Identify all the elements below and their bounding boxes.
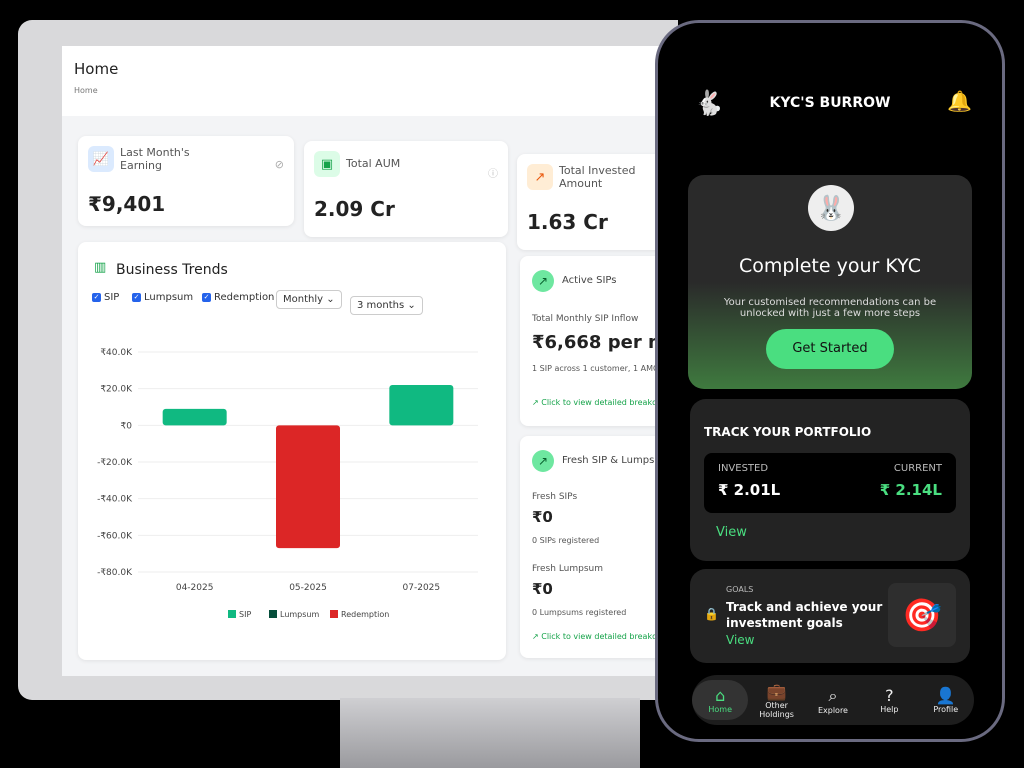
help-icon: ? (885, 686, 894, 705)
rabbit-avatar: 🐰 (808, 185, 854, 231)
goals-card: 🔒 GOALS Track and achieve your investmen… (690, 569, 970, 663)
invested-label: INVESTED (718, 463, 769, 474)
label: Fresh Lumpsum (532, 564, 604, 574)
wallet-icon: ▣ (314, 151, 340, 177)
rabbit-logo-icon: 🐇 (694, 89, 724, 117)
range-select[interactable]: 3 months ⌄ (350, 296, 423, 315)
home-icon: ⌂ (715, 686, 726, 705)
current-label: CURRENT (893, 463, 942, 474)
portfolio-card: TRACK YOUR PORTFOLIO INVESTED ₹ 2.01L CU… (690, 399, 970, 561)
legend-label: Redemption (341, 610, 389, 619)
stat-label: Last Month's Earning (120, 146, 190, 172)
stat-value: 1.63 Cr (527, 210, 608, 234)
bell-icon[interactable]: 🔔 (947, 89, 972, 113)
invested-value: ₹ 2.01L (718, 481, 781, 499)
detail: 0 Lumpsums registered (532, 608, 627, 617)
subtitle: Total Monthly SIP Inflow (532, 314, 639, 324)
page-title: Home (74, 60, 119, 78)
card-title: Fresh SIP & Lumpsum (562, 455, 671, 466)
monitor-stand (340, 698, 640, 768)
bar-sip (162, 408, 227, 426)
arrow-up-right-icon: ↗ (532, 450, 554, 472)
legend-label: SIP (239, 610, 251, 619)
nav-explore[interactable]: ⌕ Explore (805, 686, 861, 715)
stat-card-aum: ▣ Total AUM ⓘ 2.09 Cr (304, 141, 508, 237)
bottom-nav: ⌂ Home 💼 Other Holdings ⌕ Explore ? Help 👤 Pr… (692, 675, 974, 725)
fresh-sip-card: ↗ Fresh SIP & Lumpsum Fresh SIPs ₹0 0 SI… (520, 436, 678, 658)
stat-value: ₹9,401 (88, 192, 166, 216)
stat-label: Total AUM (346, 157, 401, 170)
search-icon: ⌕ (828, 685, 838, 705)
card-title: Active SIPs (562, 275, 617, 286)
chart-icon: ▥ (94, 260, 107, 275)
y-tick-label: -₹80.0K (97, 568, 133, 578)
goals-tag: GOALS (726, 585, 754, 594)
filter-redemption-checkbox[interactable]: ✓ Redemption (202, 292, 275, 303)
legend-swatch (269, 610, 277, 618)
nav-profile[interactable]: 👤 Profile (918, 686, 974, 714)
sip-inflow-value: ₹6,668 per mo (532, 332, 678, 353)
y-tick-label: -₹20.0K (97, 458, 133, 468)
detail: 1 SIP across 1 customer, 1 AMC ar (532, 364, 670, 373)
trending-up-icon: ↗ (527, 164, 553, 190)
get-started-button[interactable]: Get Started (766, 329, 894, 369)
filter-sip-checkbox[interactable]: ✓ SIP (92, 292, 120, 303)
x-tick-label: 04-2025 (176, 583, 214, 593)
target-icon: 🎯 (888, 583, 956, 647)
bar-redemption (276, 425, 340, 549)
nav-help[interactable]: ? Help (861, 686, 917, 714)
lock-icon: 🔒 (704, 607, 719, 621)
y-tick-label: -₹60.0K (97, 531, 133, 541)
current-value: ₹ 2.14L (879, 481, 942, 499)
legend-label: Lumpsum (280, 610, 319, 619)
desktop-monitor: Home Home 📈 Last Month's Earning ⊘ ₹9,40… (18, 20, 678, 700)
period-select[interactable]: Monthly ⌄ (276, 290, 342, 309)
portfolio-values: INVESTED ₹ 2.01L CURRENT ₹ 2.14L (704, 453, 956, 513)
kyc-title: Complete your KYC (739, 255, 921, 277)
y-tick-label: ₹20.0K (100, 385, 133, 395)
goals-title: Track and achieve your investment goals (726, 600, 883, 630)
info-icon[interactable]: ⓘ (488, 169, 498, 180)
dashboard-screen: Home Home 📈 Last Month's Earning ⊘ ₹9,40… (62, 46, 678, 676)
eye-off-icon[interactable]: ⊘ (274, 158, 284, 171)
label: Fresh SIPs (532, 492, 578, 502)
legend-swatch (330, 610, 338, 618)
app-title: KYC'S BURROW (769, 95, 891, 111)
card-title: Business Trends (116, 262, 228, 278)
chart-line-icon: 📈 (88, 146, 114, 172)
kyc-text: Your customised recommendations can be u… (723, 297, 937, 319)
value: ₹0 (532, 580, 553, 598)
goals-view-link[interactable]: View (726, 633, 755, 647)
portfolio-title: TRACK YOUR PORTFOLIO (704, 425, 872, 439)
active-sips-card: ↗ Active SIPs Total Monthly SIP Inflow ₹… (520, 256, 678, 426)
profile-icon: 👤 (935, 686, 956, 705)
mobile-phone: 🐇 KYC'S BURROW 🔔 🐰 Complete your KYC You… (655, 20, 1005, 742)
breakdown-link[interactable]: ↗ Click to view detailed breakdown (532, 398, 674, 407)
bar-sip (389, 385, 454, 426)
business-trends-card: ▥ Business Trends ✓ SIP ✓ Lumpsum ✓ Redempt… (78, 242, 506, 660)
stat-card-earning: 📈 Last Month's Earning ⊘ ₹9,401 (78, 136, 294, 226)
breadcrumb[interactable]: Home (74, 86, 98, 95)
value: ₹0 (532, 508, 553, 526)
business-trends-chart: ₹40.0K ₹20.0K ₹0 -₹20.0K -₹40.0K -₹60.0K -₹80.… (97, 348, 478, 619)
filter-lumpsum-checkbox[interactable]: ✓ Lumpsum (132, 292, 194, 303)
legend-swatch (228, 610, 236, 618)
y-tick-label: -₹40.0K (97, 495, 133, 505)
nav-home[interactable]: ⌂ Home (692, 680, 749, 720)
portfolio-view-link[interactable]: View (716, 525, 747, 540)
briefcase-icon: 💼 (766, 681, 787, 701)
breakdown-link[interactable]: ↗ Click to view detailed breakdown (532, 632, 674, 641)
stat-card-invested: ↗ Total Invested Amount 1.63 Cr (517, 154, 678, 250)
detail: 0 SIPs registered (532, 536, 600, 545)
x-tick-label: 05-2025 (289, 583, 327, 593)
kyc-card: 🐰 Complete your KYC Your customised reco… (688, 175, 972, 389)
stat-label: Total Invested Amount (559, 164, 636, 190)
y-tick-label: ₹0 (121, 421, 133, 431)
x-tick-label: 07-2025 (403, 583, 441, 593)
y-tick-label: ₹40.0K (100, 348, 133, 358)
stat-value: 2.09 Cr (314, 197, 395, 221)
page-header: Home Home (62, 46, 678, 116)
nav-other-holdings[interactable]: 💼 Other Holdings (749, 682, 805, 719)
arrow-up-right-icon: ↗ (532, 270, 554, 292)
